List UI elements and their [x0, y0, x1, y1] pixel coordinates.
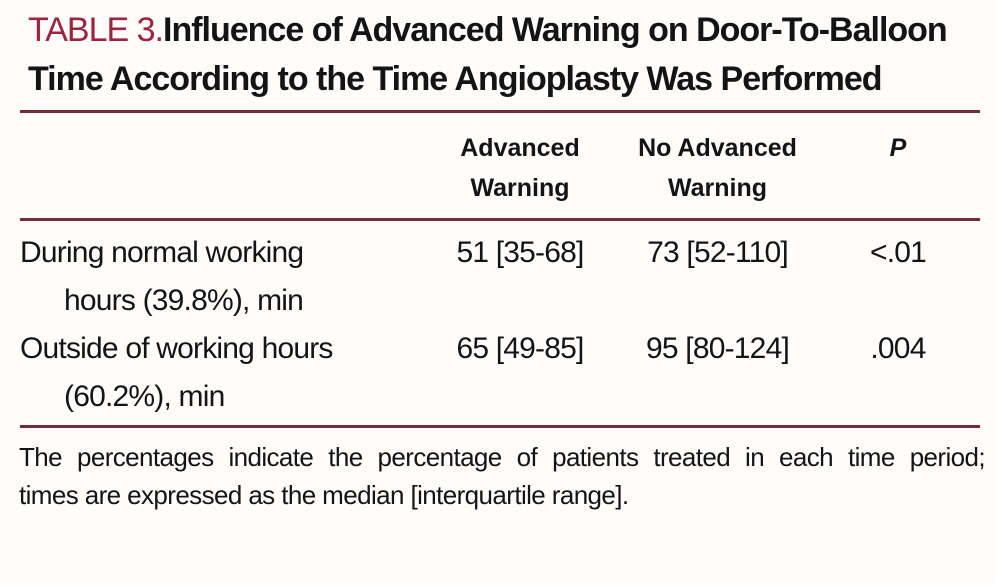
table-header-row: Advanced Warning No Advanced Warning P — [20, 113, 980, 218]
table-row-label: Outside of working hours (60.2%), min — [20, 325, 435, 421]
page-title: TABLE 3.Influence of Advanced Warning on… — [28, 6, 983, 104]
table-footnote: The percentages indicate the percentage … — [19, 438, 986, 514]
cell-p-value: .004 — [870, 332, 926, 365]
footnote-line2: times are expressed as the median [inter… — [19, 480, 629, 510]
cell-advanced-warning: 65 [49-85] — [456, 332, 584, 365]
table-top-rule — [20, 110, 980, 113]
row-label-line2: (60.2%), min — [64, 380, 225, 413]
row-label-line1: Outside of working hours — [20, 332, 333, 365]
cell-p-value: <.01 — [869, 236, 927, 269]
cell-no-advanced-warning: 95 [80-124] — [646, 332, 790, 365]
table-header-rule — [20, 218, 980, 221]
table-body: During normal working hours (39.8%), min… — [20, 221, 980, 425]
header-advanced-warning: Advanced Warning — [460, 134, 580, 202]
table-bottom-rule — [20, 425, 980, 428]
header-no-advanced-warning: No Advanced Warning — [638, 134, 797, 202]
cell-no-advanced-warning: 73 [52-110] — [647, 236, 789, 269]
table-row-label: During normal working hours (39.8%), min — [20, 229, 435, 325]
table-title-text: Influence of Advanced Warning on Door-To… — [28, 11, 948, 98]
row-label-line2: hours (39.8%), min — [64, 284, 304, 317]
header-p-value: P — [889, 134, 907, 162]
footnote-line1: The percentages indicate the percentage … — [19, 442, 986, 472]
table-number-label: TABLE 3. — [28, 11, 164, 49]
cell-advanced-warning: 51 [35-68] — [456, 236, 584, 269]
row-label-line1: During normal working — [20, 236, 304, 269]
